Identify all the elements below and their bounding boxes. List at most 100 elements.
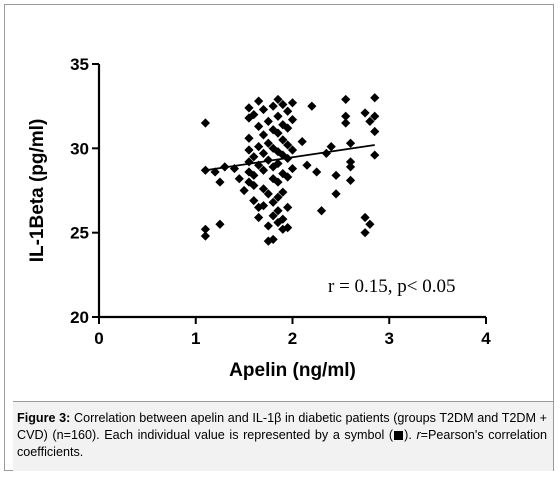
data-point — [200, 118, 211, 128]
data-point — [268, 174, 278, 184]
x-tick-label: 0 — [94, 329, 103, 348]
data-point — [321, 148, 331, 158]
data-point — [268, 143, 278, 153]
data-point — [258, 104, 269, 115]
data-point — [302, 160, 312, 170]
data-point — [316, 206, 327, 216]
data-point — [254, 212, 264, 223]
data-point — [370, 150, 380, 160]
data-point — [283, 140, 293, 150]
data-point — [273, 158, 283, 169]
caption-lead: Figure 3: — [17, 411, 71, 425]
data-point — [273, 206, 283, 216]
data-point — [341, 94, 351, 105]
data-point — [268, 211, 278, 221]
data-point — [297, 136, 307, 147]
y-tick-label: 30 — [70, 139, 89, 158]
data-point — [263, 116, 273, 126]
data-point — [287, 163, 298, 174]
data-point — [200, 165, 211, 175]
data-point — [244, 133, 254, 143]
data-point — [370, 93, 380, 103]
data-point — [273, 147, 283, 157]
figure-caption-box: Figure 3: Correlation between apelin and… — [13, 401, 553, 471]
x-tick-label: 2 — [288, 329, 297, 348]
y-tick-label: 20 — [70, 308, 89, 327]
data-point — [258, 130, 269, 140]
caption-text-3: =Pearson's correlation coefficients. — [17, 428, 548, 459]
data-point — [273, 111, 283, 121]
data-point — [215, 177, 225, 187]
data-point — [200, 224, 211, 234]
data-point — [268, 125, 278, 135]
data-point — [283, 223, 293, 233]
data-point — [263, 221, 273, 231]
data-point — [283, 172, 293, 182]
data-point — [283, 202, 293, 212]
data-point — [268, 197, 278, 207]
data-point — [360, 228, 370, 238]
figure-caption: Figure 3: Correlation between apelin and… — [17, 410, 547, 461]
data-point — [268, 101, 278, 111]
x-tick-label: 4 — [481, 329, 491, 348]
data-point — [263, 138, 273, 148]
x-tick-label: 3 — [385, 329, 394, 348]
data-point — [307, 101, 317, 111]
y-axis-title: IL-1Beta (pg/ml) — [27, 119, 48, 263]
data-point — [287, 115, 298, 125]
data-point — [278, 135, 288, 145]
data-point — [258, 201, 269, 211]
data-point — [234, 174, 244, 184]
data-point — [360, 212, 370, 223]
caption-r-symbol: r — [416, 428, 421, 442]
data-point — [254, 202, 264, 212]
data-point — [287, 98, 298, 108]
data-point — [268, 234, 278, 245]
data-point — [273, 217, 283, 228]
data-point — [287, 145, 298, 155]
data-point — [345, 162, 356, 172]
data-point — [215, 219, 225, 229]
data-point — [331, 189, 341, 199]
x-tick-label: 1 — [191, 329, 200, 348]
caption-text-1: Correlation between apelin and IL-1β in … — [17, 411, 547, 442]
data-point — [200, 231, 211, 241]
data-point — [273, 94, 283, 105]
data-point — [345, 157, 356, 167]
data-point — [239, 185, 249, 196]
data-point — [341, 111, 351, 121]
data-point — [312, 167, 322, 177]
data-point — [341, 118, 351, 128]
data-point — [244, 103, 254, 113]
data-point — [370, 111, 380, 121]
data-point — [278, 120, 288, 130]
data-point — [345, 175, 356, 185]
scatter-chart: 0 1 2 3 4 20 25 30 35 IL-1Beta (pg/ml) Apelin (n… — [27, 55, 491, 381]
data-point — [331, 170, 341, 180]
data-point — [249, 196, 259, 206]
data-point — [283, 123, 293, 133]
y-tick-label: 25 — [70, 224, 89, 243]
data-point — [365, 116, 375, 126]
square-marker-icon — [394, 431, 404, 440]
data-point — [254, 121, 264, 132]
data-point — [278, 214, 288, 224]
correlation-annotation: r = 0.15, p< 0.05 — [328, 276, 456, 297]
data-point — [268, 162, 278, 172]
y-tick-label: 35 — [70, 55, 89, 74]
data-point — [258, 184, 269, 194]
regression-line — [205, 144, 375, 172]
data-point — [278, 99, 288, 110]
data-point — [345, 138, 356, 148]
data-point — [273, 192, 283, 202]
data-point — [278, 187, 288, 197]
data-point — [370, 126, 380, 137]
data-point — [360, 108, 370, 118]
x-axis-title: Apelin (ng/ml) — [229, 360, 356, 381]
data-point — [258, 148, 269, 158]
figure-frame: 0 1 2 3 4 20 25 30 35 IL-1Beta (pg/ml) Apelin (n… — [4, 4, 554, 471]
data-point — [326, 142, 336, 152]
data-point — [254, 142, 264, 152]
data-point — [254, 96, 264, 106]
data-point — [273, 177, 283, 187]
